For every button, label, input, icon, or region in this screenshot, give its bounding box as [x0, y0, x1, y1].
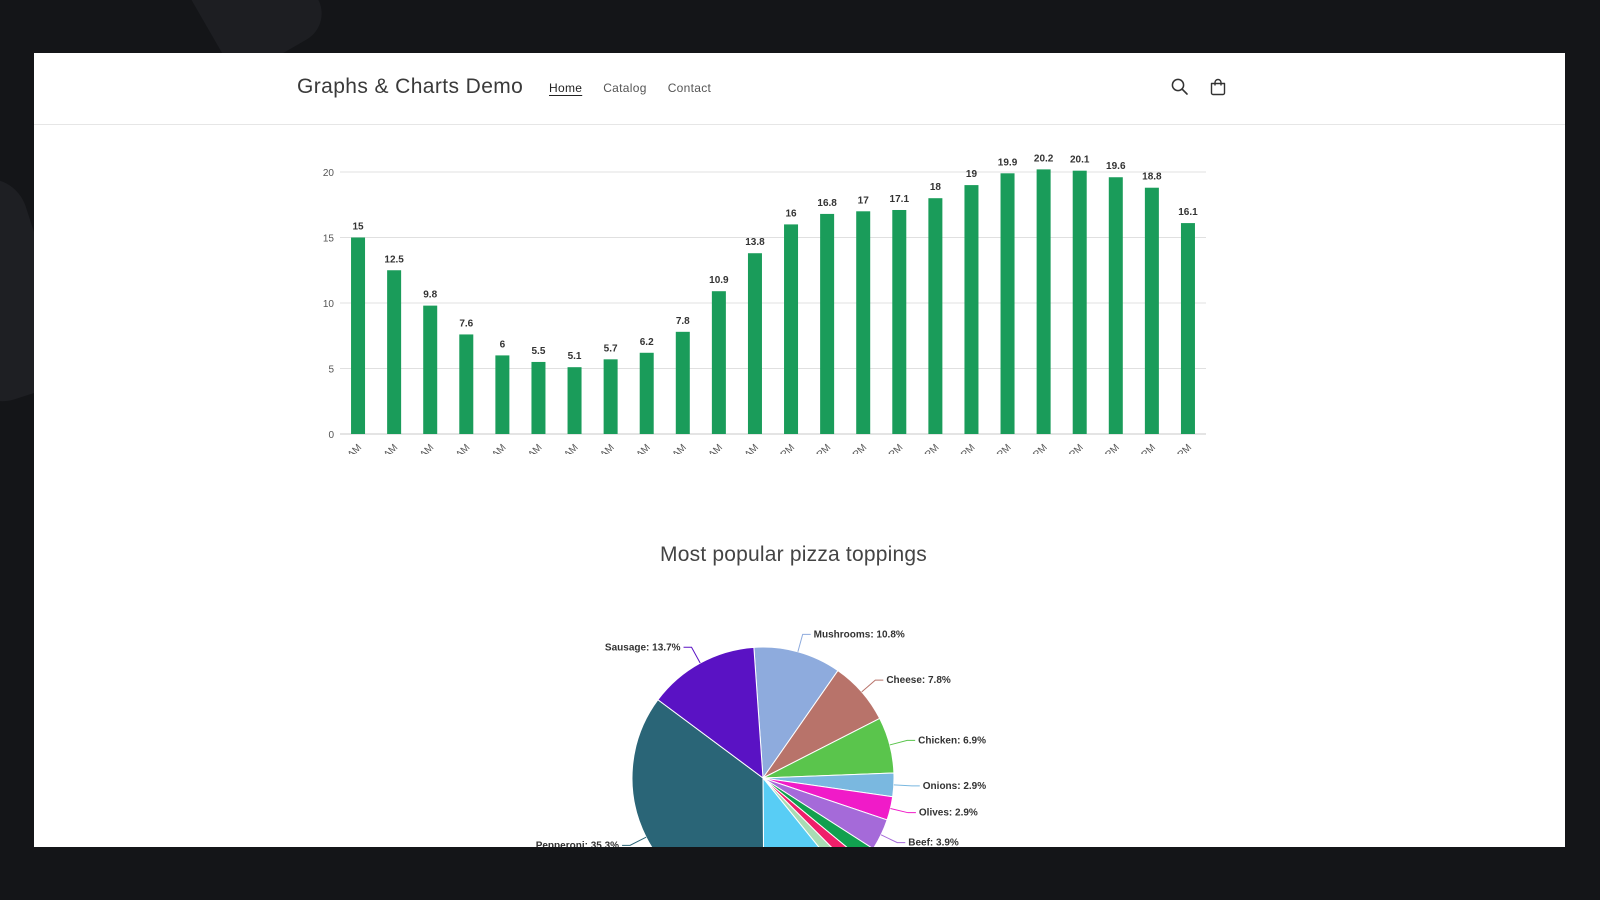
bar[interactable] — [531, 361, 546, 434]
bar[interactable] — [784, 224, 799, 434]
bar[interactable] — [711, 291, 726, 434]
search-icon[interactable] — [1170, 77, 1190, 97]
pie-slice-label: Pepperoni: 35.3% — [536, 840, 619, 847]
bar[interactable] — [603, 359, 618, 434]
bar-data-label: 20.2 — [1034, 153, 1054, 164]
bar-data-label: 16.8 — [817, 198, 837, 209]
bar[interactable] — [567, 367, 582, 434]
bar-data-label: 5.7 — [604, 343, 618, 354]
bar-data-label: 20.1 — [1070, 155, 1090, 166]
main-nav: Home Catalog Contact — [549, 81, 711, 95]
nav-link-contact[interactable]: Contact — [667, 81, 712, 95]
browser-page: Graphs & Charts Demo Home Catalog Contac… — [34, 53, 1565, 847]
bar[interactable] — [1000, 173, 1015, 434]
bar-data-label: 19 — [966, 169, 978, 180]
bar-data-label: 19.6 — [1106, 161, 1126, 172]
y-tick-label: 20 — [323, 168, 335, 179]
bar[interactable] — [1108, 177, 1123, 435]
bar[interactable] — [639, 352, 654, 434]
bar[interactable] — [964, 185, 979, 434]
bar[interactable] — [675, 331, 690, 434]
bar[interactable] — [1180, 223, 1195, 434]
bar-data-label: 6.2 — [640, 337, 654, 348]
bar-data-label: 15 — [352, 222, 364, 233]
bar[interactable] — [856, 211, 871, 434]
bar-data-label: 12.5 — [384, 254, 404, 265]
site-header: Graphs & Charts Demo Home Catalog Contac… — [34, 53, 1565, 125]
bar-data-label: 17 — [858, 195, 870, 206]
header-actions — [1170, 77, 1228, 97]
bar[interactable] — [495, 355, 510, 434]
nav-link-home[interactable]: Home — [549, 81, 583, 95]
bar-data-label: 18 — [930, 182, 942, 193]
bar[interactable] — [928, 198, 943, 434]
bar-data-label: 19.9 — [998, 157, 1018, 168]
bar[interactable] — [1144, 187, 1159, 434]
nav-link-catalog[interactable]: Catalog — [603, 81, 647, 95]
pie-slice-label: Mushrooms: 10.8% — [814, 629, 905, 640]
bar-data-label: 16.1 — [1178, 207, 1198, 218]
pie-slice-label: Onions: 2.9% — [923, 781, 986, 792]
site-title-link[interactable]: Graphs & Charts Demo — [297, 75, 524, 98]
pie-label-connector — [861, 679, 884, 693]
bar-data-label: 13.8 — [745, 237, 765, 248]
pie-slice-label: Cheese: 7.8% — [886, 675, 951, 686]
bar[interactable] — [820, 213, 835, 434]
bar[interactable] — [387, 270, 402, 434]
pie-label-connector — [890, 808, 916, 814]
pie-slice[interactable] — [762, 777, 873, 847]
y-tick-label: 0 — [328, 430, 334, 441]
bar-data-label: 18.8 — [1142, 172, 1162, 183]
bar[interactable] — [892, 209, 907, 434]
bar-data-label: 9.8 — [423, 290, 437, 301]
bar[interactable] — [459, 334, 474, 434]
bar[interactable] — [1072, 170, 1087, 434]
bar-data-label: 7.6 — [459, 318, 473, 329]
pie-chart-title: Most popular pizza toppings — [34, 543, 1565, 567]
bar[interactable] — [747, 253, 762, 434]
bar-data-label: 6 — [500, 339, 506, 350]
bar-data-label: 10.9 — [709, 275, 729, 286]
pie-slice-label: Chicken: 6.9% — [918, 735, 986, 746]
bar[interactable] — [351, 237, 366, 435]
pie-label-connector — [889, 739, 916, 746]
pie-slice[interactable] — [762, 777, 855, 847]
pie-slice[interactable] — [762, 776, 845, 847]
pie-slice-label: Beef: 3.9% — [908, 838, 959, 847]
pie-label-connector — [622, 836, 647, 846]
bar-data-label: 5.5 — [532, 346, 546, 357]
pie-chart-title-text: Most popular pizza toppings — [660, 543, 927, 566]
pie-slice-label: Sausage: 13.7% — [605, 642, 681, 653]
pie-label-connector — [880, 834, 906, 844]
pie-slice[interactable] — [762, 777, 888, 847]
pizza-toppings-pie-chart: Pepperoni: 35.3% Sausage: 13.7% Mushrooms:… — [536, 629, 986, 847]
bar-data-label: 7.8 — [676, 316, 690, 327]
cart-icon[interactable] — [1208, 77, 1228, 97]
bar-data-label: 5.1 — [568, 351, 582, 362]
bar-data-label: 16 — [785, 208, 797, 219]
pie-label-connector — [893, 784, 920, 787]
y-tick-label: 5 — [328, 365, 334, 376]
pie-slice-label: Olives: 2.9% — [919, 808, 978, 819]
bar[interactable] — [423, 305, 438, 434]
y-tick-label: 10 — [323, 299, 335, 310]
bar-data-label: 17.1 — [890, 194, 910, 205]
y-tick-label: 15 — [323, 234, 335, 245]
pie-slice[interactable] — [631, 699, 764, 847]
pie-label-connector — [797, 633, 811, 652]
pie-slice[interactable] — [762, 777, 864, 847]
bar[interactable] — [1036, 169, 1051, 434]
pie-label-connector — [683, 646, 701, 664]
